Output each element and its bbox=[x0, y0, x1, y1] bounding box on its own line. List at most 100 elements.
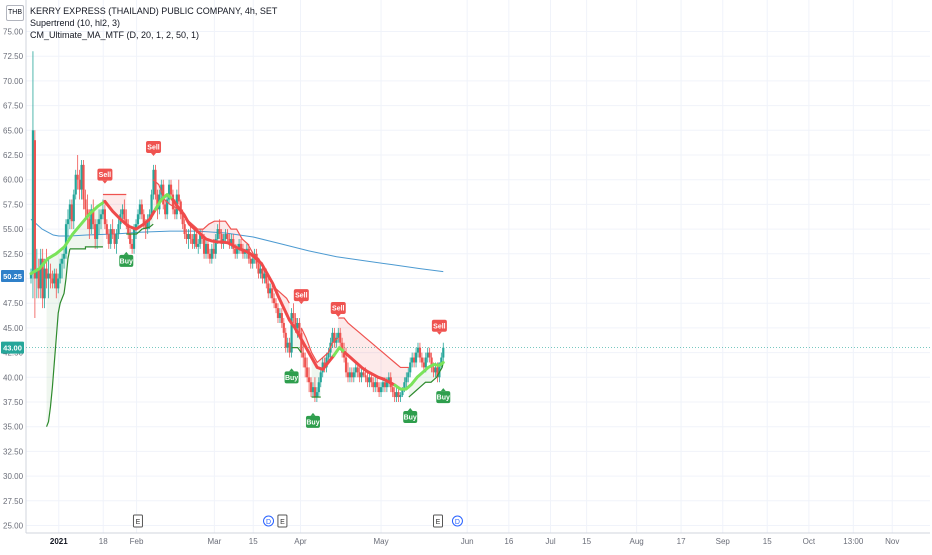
candle-body bbox=[265, 273, 268, 284]
currency-badge[interactable]: THB bbox=[6, 5, 24, 21]
candle-body bbox=[82, 164, 85, 200]
candle-body bbox=[72, 194, 75, 222]
candle-body bbox=[341, 342, 344, 353]
buy-signal-arrow bbox=[310, 412, 316, 416]
candle-body bbox=[374, 382, 377, 388]
candle-body bbox=[348, 372, 352, 378]
buy-signal bbox=[305, 415, 320, 428]
y-tick-label: 75.00 bbox=[3, 28, 24, 37]
candle-body bbox=[288, 342, 291, 353]
candle-body bbox=[179, 201, 182, 215]
candle-body bbox=[208, 253, 212, 259]
candle-body bbox=[167, 184, 171, 200]
candle-body bbox=[140, 204, 143, 215]
signal-label: Buy bbox=[437, 395, 450, 402]
signal-label: Sell bbox=[295, 293, 308, 300]
candle-body bbox=[259, 268, 262, 274]
candle-body bbox=[263, 273, 266, 279]
supertrend-line bbox=[126, 223, 154, 235]
candle-body bbox=[333, 332, 336, 343]
candle-body bbox=[381, 382, 385, 388]
x-tick-label: 13:00 bbox=[843, 537, 864, 546]
candle-body bbox=[197, 243, 200, 247]
candle-body bbox=[78, 179, 81, 190]
candle-body bbox=[47, 273, 50, 279]
x-tick-label: 15 bbox=[582, 537, 591, 546]
candle-body bbox=[420, 357, 423, 363]
supertrend-fill bbox=[301, 327, 339, 370]
candle-body bbox=[424, 357, 427, 368]
candle-body bbox=[313, 387, 317, 398]
candle-body bbox=[302, 352, 305, 358]
candle-body bbox=[43, 268, 46, 299]
candle-body bbox=[136, 214, 140, 225]
candle-body bbox=[356, 367, 359, 373]
candle-body bbox=[57, 278, 60, 289]
earnings-event-icon bbox=[432, 514, 443, 528]
x-tick-label: Oct bbox=[803, 537, 816, 546]
candle-body bbox=[401, 389, 404, 396]
x-tick-label: Mar bbox=[207, 537, 221, 546]
indicator-ma[interactable]: CM_Ultimate_MA_MTF (D, 20, 1, 2, 50, 1) bbox=[30, 30, 200, 40]
candle-body bbox=[442, 347, 445, 358]
candle-body bbox=[113, 234, 116, 244]
candle-body bbox=[376, 382, 379, 388]
candle-body bbox=[97, 219, 101, 225]
candle-body bbox=[33, 140, 36, 279]
candle-body bbox=[80, 164, 83, 190]
candle-body bbox=[94, 224, 97, 239]
candle-body bbox=[117, 224, 120, 235]
y-tick-label: 40.00 bbox=[3, 373, 24, 382]
candle-body bbox=[337, 332, 340, 338]
candle-body bbox=[257, 263, 260, 274]
candle-body bbox=[218, 229, 221, 235]
candle-body bbox=[280, 313, 283, 323]
candle-body bbox=[239, 243, 243, 249]
signal-label: Buy bbox=[285, 375, 298, 382]
candle-body bbox=[307, 377, 311, 383]
candle-body bbox=[92, 209, 95, 225]
signal-label: Sell bbox=[99, 172, 112, 179]
ma-fast-line bbox=[153, 193, 175, 211]
y-tick-label: 25.00 bbox=[3, 522, 24, 531]
y-tick-label: 52.50 bbox=[3, 250, 24, 259]
candle-body bbox=[123, 209, 126, 220]
candle-body bbox=[434, 367, 437, 373]
candle-body bbox=[183, 224, 186, 235]
x-tick-label: Nov bbox=[885, 537, 899, 546]
indicator-supertrend[interactable]: Supertrend (10, hl2, 3) bbox=[30, 18, 121, 28]
candle-body bbox=[210, 248, 213, 259]
candle-body bbox=[352, 372, 355, 378]
y-tick-label: 62.50 bbox=[3, 151, 24, 160]
earnings-event-icon bbox=[132, 514, 143, 528]
event-label: D bbox=[455, 519, 460, 526]
sell-signal-arrow bbox=[335, 314, 341, 318]
candle-body bbox=[346, 372, 350, 378]
candle-body bbox=[204, 243, 208, 254]
candle-body bbox=[397, 392, 400, 398]
supertrend-fill bbox=[338, 318, 409, 390]
y-tick-label: 45.00 bbox=[3, 324, 24, 333]
ma-fast-line bbox=[171, 197, 336, 371]
signal-label: Sell bbox=[332, 306, 345, 313]
candle-body bbox=[311, 387, 315, 393]
y-tick-label: 37.50 bbox=[3, 398, 24, 407]
sell-signal bbox=[146, 140, 162, 153]
candle-body bbox=[84, 199, 87, 210]
candle-body bbox=[358, 372, 361, 378]
candle-body bbox=[68, 204, 71, 220]
candle-body bbox=[372, 382, 375, 388]
candle-body bbox=[181, 214, 184, 225]
y-tick-label: 70.00 bbox=[3, 77, 24, 86]
candle-body bbox=[88, 219, 91, 230]
candle-body bbox=[51, 278, 54, 284]
ma-fast-line bbox=[103, 199, 157, 231]
candle-body bbox=[296, 322, 299, 328]
ma-long-price-label-text: 50.25 bbox=[3, 272, 22, 281]
candle-body bbox=[339, 332, 342, 343]
candle-body bbox=[37, 268, 40, 289]
sell-signal-arrow bbox=[436, 331, 442, 335]
x-tick-label: Apr bbox=[294, 537, 307, 546]
